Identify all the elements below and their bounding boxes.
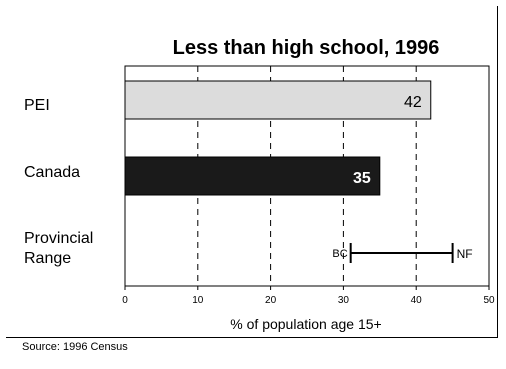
- x-tick-label-0: 0: [122, 295, 128, 306]
- x-tick-label-50: 50: [483, 295, 495, 306]
- bar-value-label-canada: 35: [353, 170, 371, 187]
- category-label-line: Range: [24, 250, 71, 267]
- range-max-label: NF: [457, 247, 473, 261]
- chart-title: Less than high school, 1996: [173, 37, 440, 59]
- category-label-line: Provincial: [24, 230, 93, 247]
- category-label-provincial-range: Provincial Range: [24, 230, 93, 267]
- x-tick-label-40: 40: [411, 295, 423, 306]
- bar-canada: [124, 156, 381, 196]
- x-tick-label-10: 10: [192, 295, 204, 306]
- source-note: Source: 1996 Census: [22, 341, 128, 353]
- category-label-pei: PEI: [24, 97, 50, 114]
- bar-value-label-pei: 42: [404, 94, 422, 111]
- chart-frame: [6, 6, 498, 338]
- x-axis-label: % of population age 15+: [230, 316, 381, 332]
- range-min-label: BC: [332, 248, 347, 260]
- x-tick-label-20: 20: [265, 295, 277, 306]
- category-label-canada: Canada: [24, 164, 80, 181]
- bar-pei: [124, 80, 432, 120]
- x-tick-label-30: 30: [338, 295, 350, 306]
